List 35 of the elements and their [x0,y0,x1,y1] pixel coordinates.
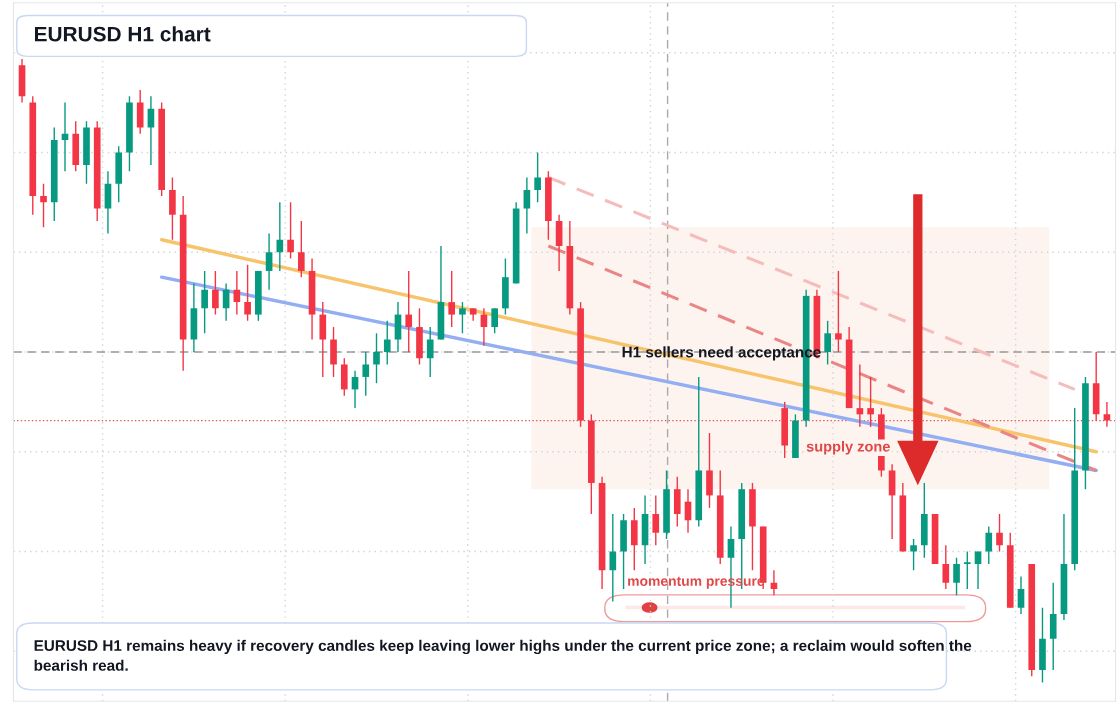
chart-title: EURUSD H1 chart [34,26,211,42]
candlestick [534,151,541,204]
candlestick [652,494,660,546]
candlestick [867,376,874,428]
candlestick [212,270,219,316]
candlestick [448,270,456,328]
candlestick [491,307,498,334]
candlestick [996,513,1003,553]
candlestick [942,544,950,590]
candlestick [985,525,993,565]
candlestick [953,557,960,596]
candlestick [1103,401,1111,428]
candlestick [276,201,284,272]
candlestick [265,232,273,291]
candlestick [40,182,47,228]
candlestick [373,332,380,384]
candlestick [609,513,617,603]
candlestick [405,270,413,353]
annotation: EURUSD H1 remains heavy if recovery candles keep leaving lower highs under the current price zone; a reclaim would soften the bearish read. [34,639,972,671]
candlestick [963,550,971,590]
annotation: supply zone [806,440,890,455]
candlestick [244,264,251,322]
candlestick [297,220,305,278]
candlestick [824,320,831,366]
candlestick [835,270,842,353]
candlestick [362,351,370,397]
candlestick [459,301,466,334]
candlestick [383,320,391,366]
candlestick [426,326,434,378]
candlestick [201,270,208,334]
candlestick [523,176,531,235]
candlestick [910,538,917,571]
candlestick [287,201,294,260]
candlestick [147,95,155,166]
candlestick [1017,575,1025,615]
